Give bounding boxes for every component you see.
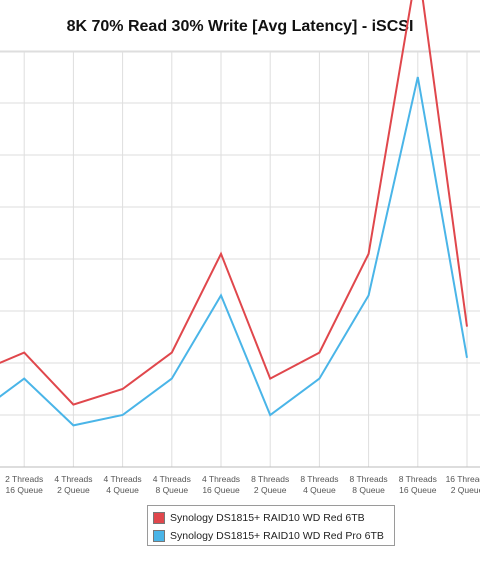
x-tick-label: 8 Threads — [350, 474, 388, 484]
x-tick-label: 8 Queue — [352, 485, 385, 495]
x-tick-label: 16 Threads — [446, 474, 480, 484]
legend-swatch-blue — [153, 530, 165, 542]
series-line-1 — [0, 0, 468, 406]
x-tick-label: 2 Queue — [57, 485, 90, 495]
x-tick-label: 16 Queue — [399, 485, 437, 495]
legend-label: Synology DS1815+ RAID10 WD Red Pro 6TB — [170, 530, 384, 542]
x-tick-label: 4 Threads — [104, 474, 142, 484]
x-tick-label: 4 Threads — [54, 474, 92, 484]
x-tick-label: 2 Queue — [254, 485, 287, 495]
x-tick-label: 4 Queue — [106, 485, 139, 495]
legend-label: Synology DS1815+ RAID10 WD Red 6TB — [170, 512, 365, 524]
x-tick-label: 8 Threads — [300, 474, 338, 484]
legend-swatch-red — [153, 512, 165, 524]
x-tick-label: 8 Threads — [251, 474, 289, 484]
legend-item-series-1: Synology DS1815+ RAID10 WD Red 6TB — [153, 510, 365, 526]
x-tick-label: 16 Queue — [6, 485, 44, 495]
x-tick-label: 2 Threads — [5, 474, 43, 484]
x-tick-label: 2 Queue — [451, 485, 480, 495]
chart-title: 8K 70% Read 30% Write [Avg Latency] - iS… — [66, 18, 414, 35]
x-tick-label: 8 Queue — [155, 485, 188, 495]
x-tick-label: 4 Threads — [153, 474, 191, 484]
x-tick-label: 4 Queue — [303, 485, 336, 495]
x-tick-label: 4 Threads — [202, 474, 240, 484]
legend-item-series-2: Synology DS1815+ RAID10 WD Red Pro 6TB — [153, 528, 384, 544]
series-line-2 — [0, 76, 468, 427]
x-tick-label: 8 Threads — [399, 474, 437, 484]
x-tick-label: 16 Queue — [202, 485, 240, 495]
legend: Synology DS1815+ RAID10 WD Red 6TB Synol… — [147, 505, 395, 546]
